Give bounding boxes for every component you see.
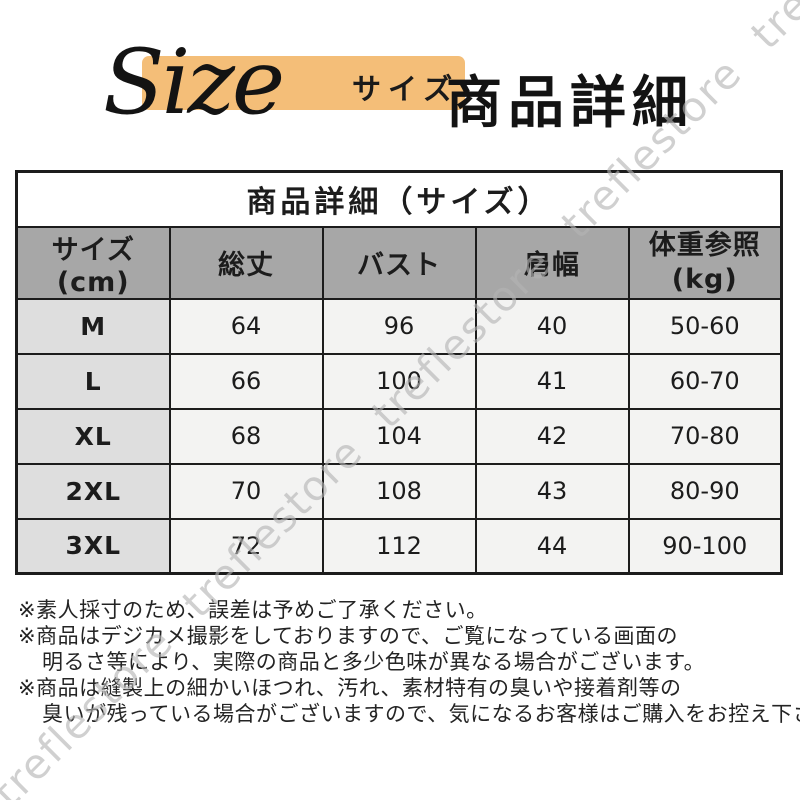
shoulder-value: 40 [474,297,630,355]
page-title: 商品詳細 [446,70,694,136]
column-header-shoulder: 肩幅 [474,225,630,300]
table-header-row: サイズ(cm) 総丈 バスト 肩幅 体重参照 (kg) [15,225,783,300]
length-value: 70 [168,462,324,520]
size-label: 3XL [15,517,171,575]
table-row-xl: XL 68 104 42 70-80 [15,407,783,465]
column-header-bust: バスト [321,225,477,300]
size-label: L [15,352,171,410]
column-header-size: サイズ(cm) [15,225,171,300]
bust-value: 112 [321,517,477,575]
size-label: M [15,297,171,355]
weight-value: 70-80 [627,407,783,465]
table-row-m: M 64 96 40 50-60 [15,297,783,355]
size-label: 2XL [15,462,171,520]
length-value: 64 [168,297,324,355]
note-line: 明るさ等により、実際の商品と多少色味が異なる場合がございます。 [42,650,706,674]
note-line: 臭いが残っている場合がございますので、気になるお客様はご購入をお控え下さい。 [42,702,800,726]
size-script-word: Size [103,30,285,135]
weight-value: 80-90 [627,462,783,520]
length-value: 68 [168,407,324,465]
note-line: ※商品はデジカメ撮影をしておりますので、ご覧になっている画面の [18,624,678,648]
table-title-row: 商品詳細（サイズ） [15,170,783,228]
column-header-length: 総丈 [168,225,324,300]
table-title: 商品詳細（サイズ） [15,170,783,228]
table-row-3xl: 3XL 72 112 44 90-100 [15,517,783,575]
size-highlight-bar [142,56,465,110]
size-table: 商品詳細（サイズ） サイズ(cm) 総丈 バスト 肩幅 体重参照 (kg) M … [15,170,783,575]
weight-value: 60-70 [627,352,783,410]
table-row-l: L 66 100 41 60-70 [15,352,783,410]
shoulder-value: 41 [474,352,630,410]
bust-value: 108 [321,462,477,520]
bust-value: 96 [321,297,477,355]
shoulder-value: 43 [474,462,630,520]
size-label: XL [15,407,171,465]
length-value: 72 [168,517,324,575]
shoulder-value: 42 [474,407,630,465]
weight-value: 90-100 [627,517,783,575]
disclaimer-notes: ※素人採寸のため、誤差は予めご了承ください。 ※商品はデジカメ撮影をしております… [18,597,800,727]
shoulder-value: 44 [474,517,630,575]
watermark-text: treflestore [742,0,800,58]
note-line: ※素人採寸のため、誤差は予めご了承ください。 [18,598,488,622]
note-line: ※商品は縫製上の細かいほつれ、汚れ、素材特有の臭いや接着剤等の [18,676,682,700]
bust-value: 104 [321,407,477,465]
table-row-2xl: 2XL 70 108 43 80-90 [15,462,783,520]
bust-value: 100 [321,352,477,410]
column-header-weight: 体重参照 (kg) [627,225,783,300]
length-value: 66 [168,352,324,410]
weight-value: 50-60 [627,297,783,355]
size-kana-label: サイズ [352,72,460,106]
